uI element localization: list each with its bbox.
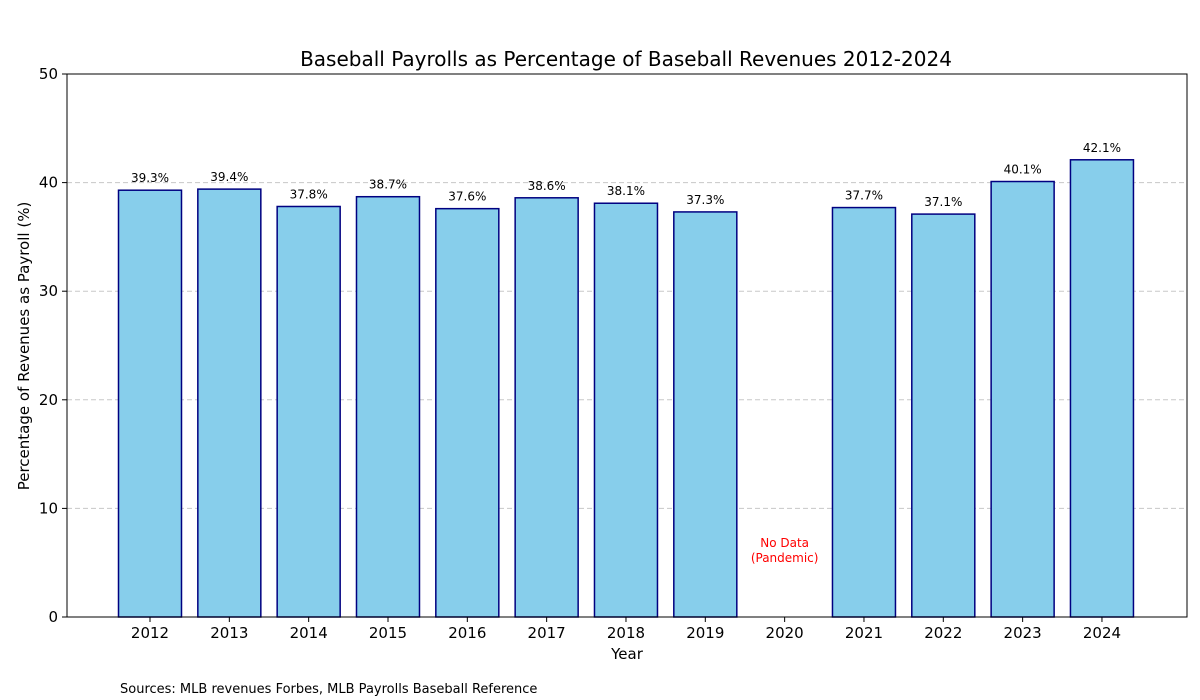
x-tick-label: 2020 — [766, 624, 804, 642]
data-label-2022: 37.1% — [924, 195, 962, 209]
bar-2017 — [514, 197, 579, 618]
sources-note: Sources: MLB revenues Forbes, MLB Payrol… — [120, 682, 537, 697]
data-label-2016: 37.6% — [448, 190, 486, 204]
x-tick-label: 2023 — [1004, 624, 1042, 642]
bar-2013 — [197, 188, 262, 618]
x-axis-label: Year — [610, 645, 644, 663]
data-label-2015: 38.7% — [369, 178, 407, 192]
y-tick-label: 10 — [39, 499, 58, 517]
chart-title: Baseball Payrolls as Percentage of Baseb… — [300, 47, 952, 71]
bar-2018 — [593, 202, 659, 618]
data-label-2023: 40.1% — [1004, 163, 1042, 177]
annotations: No Data (Pandemic) — [751, 536, 819, 565]
x-tick-label: 2018 — [607, 624, 645, 642]
x-tick-label: 2014 — [290, 624, 328, 642]
bar-2024 — [1069, 159, 1135, 618]
data-label-2014: 37.8% — [290, 187, 328, 201]
data-label-2017: 38.6% — [528, 179, 566, 193]
plot-frame — [66, 73, 1188, 618]
x-tick-label: 2013 — [210, 624, 248, 642]
bar-2023 — [990, 180, 1055, 618]
y-tick-label: 50 — [39, 65, 58, 83]
bar-2022 — [911, 213, 976, 618]
data-label-2024: 42.1% — [1083, 141, 1121, 155]
data-label-2018: 38.1% — [607, 184, 645, 198]
bar-2019 — [673, 211, 738, 618]
x-tick-label: 2012 — [131, 624, 169, 642]
data-labels: 39.3% 39.4% 37.8% 38.7% 37.6% 38.6% 38.1% 37.3%… — [131, 141, 1121, 209]
data-label-2019: 37.3% — [686, 193, 724, 207]
x-tick-label: 2019 — [686, 624, 724, 642]
x-tick-label: 2017 — [528, 624, 566, 642]
data-label-2021: 37.7% — [845, 189, 883, 203]
bar-2016 — [435, 207, 500, 618]
bars — [117, 159, 1135, 618]
y-tick-label: 40 — [39, 174, 58, 192]
y-axis-label: Percentage of Revenues as Payroll (%) — [15, 202, 33, 491]
y-axis-ticks: 0 10 20 30 40 50 — [39, 65, 67, 626]
x-tick-label: 2022 — [924, 624, 962, 642]
x-tick-label: 2015 — [369, 624, 407, 642]
y-tick-label: 20 — [39, 391, 58, 409]
bar-2012 — [117, 189, 183, 618]
x-tick-label: 2016 — [448, 624, 486, 642]
x-tick-label: 2024 — [1083, 624, 1121, 642]
y-tick-label: 0 — [48, 608, 58, 626]
bar-2015 — [355, 195, 421, 618]
bar-2021 — [831, 206, 897, 618]
x-tick-label: 2021 — [845, 624, 883, 642]
data-label-2012: 39.3% — [131, 171, 169, 185]
data-label-2013: 39.4% — [210, 170, 248, 184]
y-tick-label: 30 — [39, 282, 58, 300]
x-axis-ticks: 2012 2013 2014 2015 2016 2017 2018 2019 2020 2021… — [131, 617, 1121, 642]
bar-2014 — [276, 205, 341, 618]
no-data-annotation: No Data (Pandemic) — [751, 536, 819, 565]
